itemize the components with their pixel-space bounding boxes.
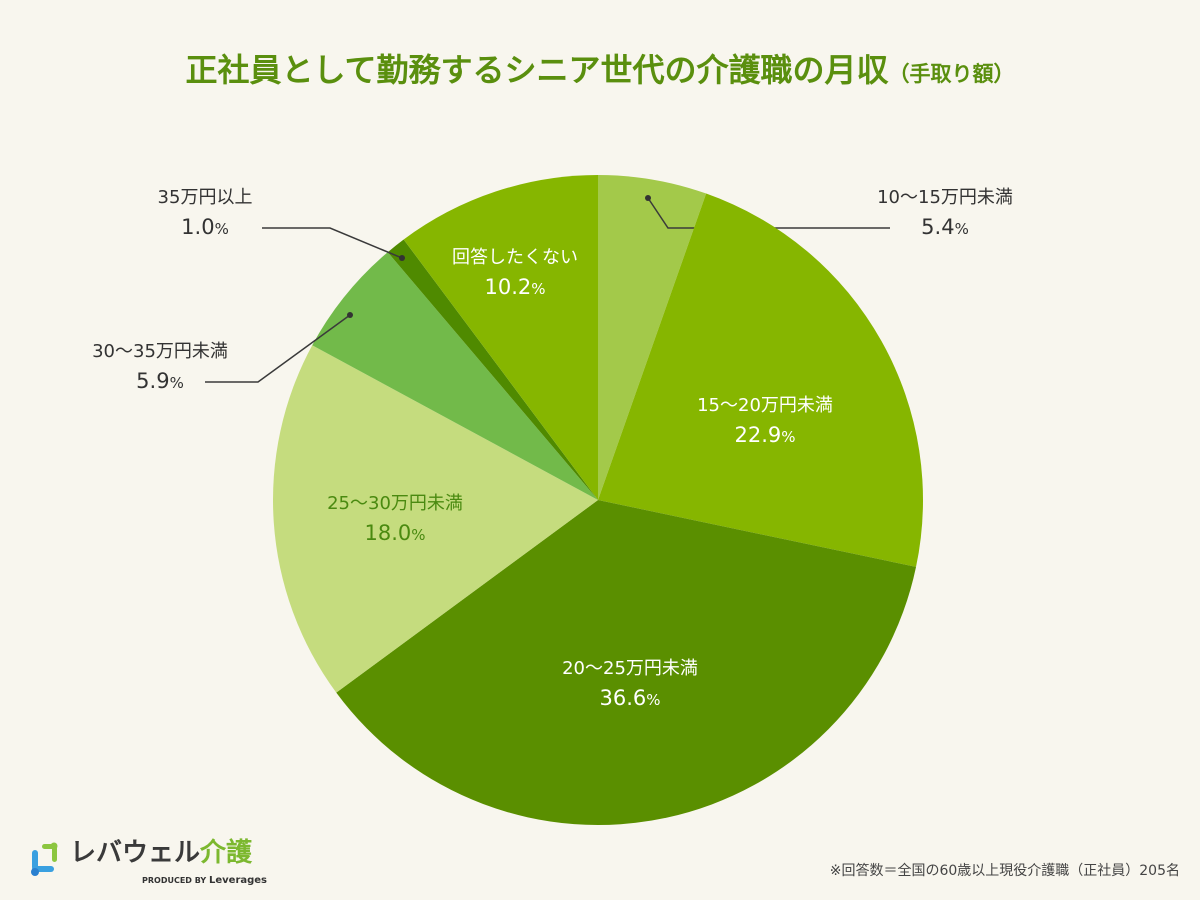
slice-label-value: 22.9%: [734, 423, 796, 447]
pie-slice: [598, 175, 707, 500]
brand-name-main: レバウェル: [70, 838, 201, 868]
pie-slice: [312, 252, 598, 500]
footnote: ※回答数＝全国の60歳以上現役介護職（正社員）205名: [829, 863, 1180, 879]
slice-label: 15〜20万円未満 22.9%: [675, 392, 855, 450]
slice-label-category: 回答したくない: [452, 247, 578, 268]
slice-label: 35万円以上 1.0%: [115, 184, 295, 242]
slice-label-category: 10〜15万円未満: [877, 187, 1013, 208]
produced-by-name: Leverages: [208, 875, 268, 886]
slice-label: 25〜30万円未満 18.0%: [305, 490, 485, 548]
brand-name-accent: 介護: [200, 838, 253, 868]
pie-slice: [336, 500, 917, 825]
slice-label-category: 25〜30万円未満: [327, 493, 463, 514]
slice-label-category: 15〜20万円未満: [697, 395, 833, 416]
pie-slice: [403, 175, 598, 500]
leader-dot: [399, 255, 405, 261]
logo-mark-icon: [31, 842, 58, 876]
pie-slice: [387, 239, 598, 500]
slice-label-value: 18.0%: [364, 521, 426, 545]
slice-label: 回答したくない 10.2%: [425, 244, 605, 302]
slice-label-value: 10.2%: [484, 275, 546, 299]
produced-by-prefix: PRODUCED BY: [142, 876, 207, 885]
chart-title-sub: （手取り額）: [888, 62, 1015, 86]
leader-dot: [645, 195, 651, 201]
leader-line: [647, 197, 890, 229]
slice-label-value: 5.9%: [136, 369, 184, 393]
slice-label-value: 1.0%: [181, 215, 229, 239]
slice-label-category: 20〜25万円未満: [562, 658, 698, 679]
brand-produced-by: PRODUCED BY Leverages: [142, 874, 267, 888]
pie-slice: [273, 345, 598, 693]
leader-line: [262, 227, 403, 259]
slice-label-category: 35万円以上: [157, 187, 253, 208]
pie-slice: [598, 193, 923, 567]
brand-name: レバウェル介護: [70, 836, 252, 870]
leader-dot: [347, 312, 353, 318]
leader-line: [205, 314, 351, 383]
slice-label: 30〜35万円未満 5.9%: [70, 338, 250, 396]
slice-label: 10〜15万円未満 5.4%: [855, 184, 1035, 242]
chart-title-main: 正社員として勤務するシニア世代の介護職の月収: [185, 51, 889, 89]
slice-label-value: 36.6%: [599, 686, 661, 710]
brand-logo: レバウェル介護 PRODUCED BY Leverages: [30, 836, 330, 892]
slice-label-category: 30〜35万円未満: [92, 341, 228, 362]
chart-title: 正社員として勤務するシニア世代の介護職の月収（手取り額）: [0, 48, 1200, 96]
slice-label-value: 5.4%: [921, 215, 969, 239]
slice-label: 20〜25万円未満 36.6%: [540, 655, 720, 713]
